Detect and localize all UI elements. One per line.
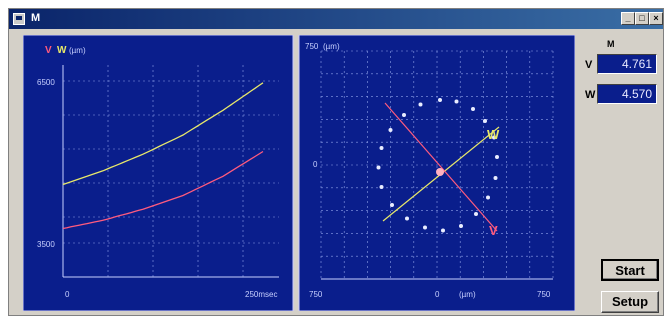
maximize-button[interactable]: □ xyxy=(635,12,649,25)
orbit-v-label: V xyxy=(489,223,498,238)
orbit-point xyxy=(441,228,445,233)
orbit-point xyxy=(483,119,487,123)
orbit-point xyxy=(486,195,490,200)
time-chart: V W (µm) 6500 3500 0 250msec xyxy=(23,35,294,311)
orbit-point xyxy=(423,225,427,230)
x-label-end: 250msec xyxy=(245,290,277,299)
app-icon[interactable] xyxy=(13,13,25,25)
orbit-x-mid: 0 xyxy=(435,290,440,299)
orbit-center-point xyxy=(436,168,444,176)
w-value-field: 4.570 xyxy=(597,84,657,104)
orbit-x-left: 750 xyxy=(309,290,323,299)
app-window: M _ □ × V W (µm) 6500 3500 0 250msec 750 xyxy=(8,8,664,316)
orbit-point xyxy=(418,102,423,107)
orbit-point xyxy=(454,99,459,104)
orbit-points xyxy=(376,98,499,233)
y-label-bottom: 3500 xyxy=(37,240,55,249)
v-value-field: 4.761 xyxy=(597,54,657,74)
orbit-point xyxy=(402,113,406,117)
window-title: M xyxy=(31,12,41,24)
orbit-point xyxy=(493,176,498,180)
close-button[interactable]: × xyxy=(649,12,663,25)
x-label-start: 0 xyxy=(65,290,70,299)
orbit-chart: 750 (µm) 0 750 0 (µm) 750 W V xyxy=(298,35,575,311)
v-label: V xyxy=(585,59,593,71)
orbit-point xyxy=(379,146,384,150)
orbit-y-unit: (µm) xyxy=(323,42,340,51)
time-chart-grid xyxy=(63,65,279,277)
setup-button[interactable]: Setup xyxy=(601,291,659,313)
orbit-point xyxy=(471,107,475,111)
title-bar[interactable]: M _ □ × xyxy=(9,9,663,29)
orbit-x-unit: (µm) xyxy=(459,290,476,299)
orbit-w-label: W xyxy=(487,127,500,142)
orbit-chart-grid xyxy=(320,50,554,280)
series-v-line xyxy=(62,150,264,230)
orbit-point xyxy=(492,135,496,140)
legend-v: V xyxy=(45,45,52,56)
orbit-point xyxy=(405,216,409,221)
readout-unit: M xyxy=(607,39,615,49)
orbit-point xyxy=(459,224,463,228)
w-label: W xyxy=(585,89,596,101)
orbit-point xyxy=(376,165,381,170)
orbit-x-right: 750 xyxy=(537,290,551,299)
orbit-point xyxy=(438,98,442,102)
v-axis-line xyxy=(384,102,498,232)
orbit-y-top: 750 xyxy=(305,42,319,51)
orbit-y-mid: 0 xyxy=(313,160,318,169)
legend-w: W xyxy=(57,45,67,56)
orbit-point xyxy=(388,128,393,132)
series-w-line xyxy=(62,82,264,186)
minimize-button[interactable]: _ xyxy=(621,12,635,25)
orbit-point xyxy=(390,203,394,207)
legend-unit: (µm) xyxy=(69,46,86,55)
orbit-point xyxy=(379,185,384,189)
y-label-top: 6500 xyxy=(37,78,55,87)
charts-area: V W (µm) 6500 3500 0 250msec 750 (µm) 0 … xyxy=(23,35,575,311)
orbit-point xyxy=(474,212,478,216)
orbit-point xyxy=(495,155,499,159)
start-button[interactable]: Start xyxy=(601,259,659,281)
